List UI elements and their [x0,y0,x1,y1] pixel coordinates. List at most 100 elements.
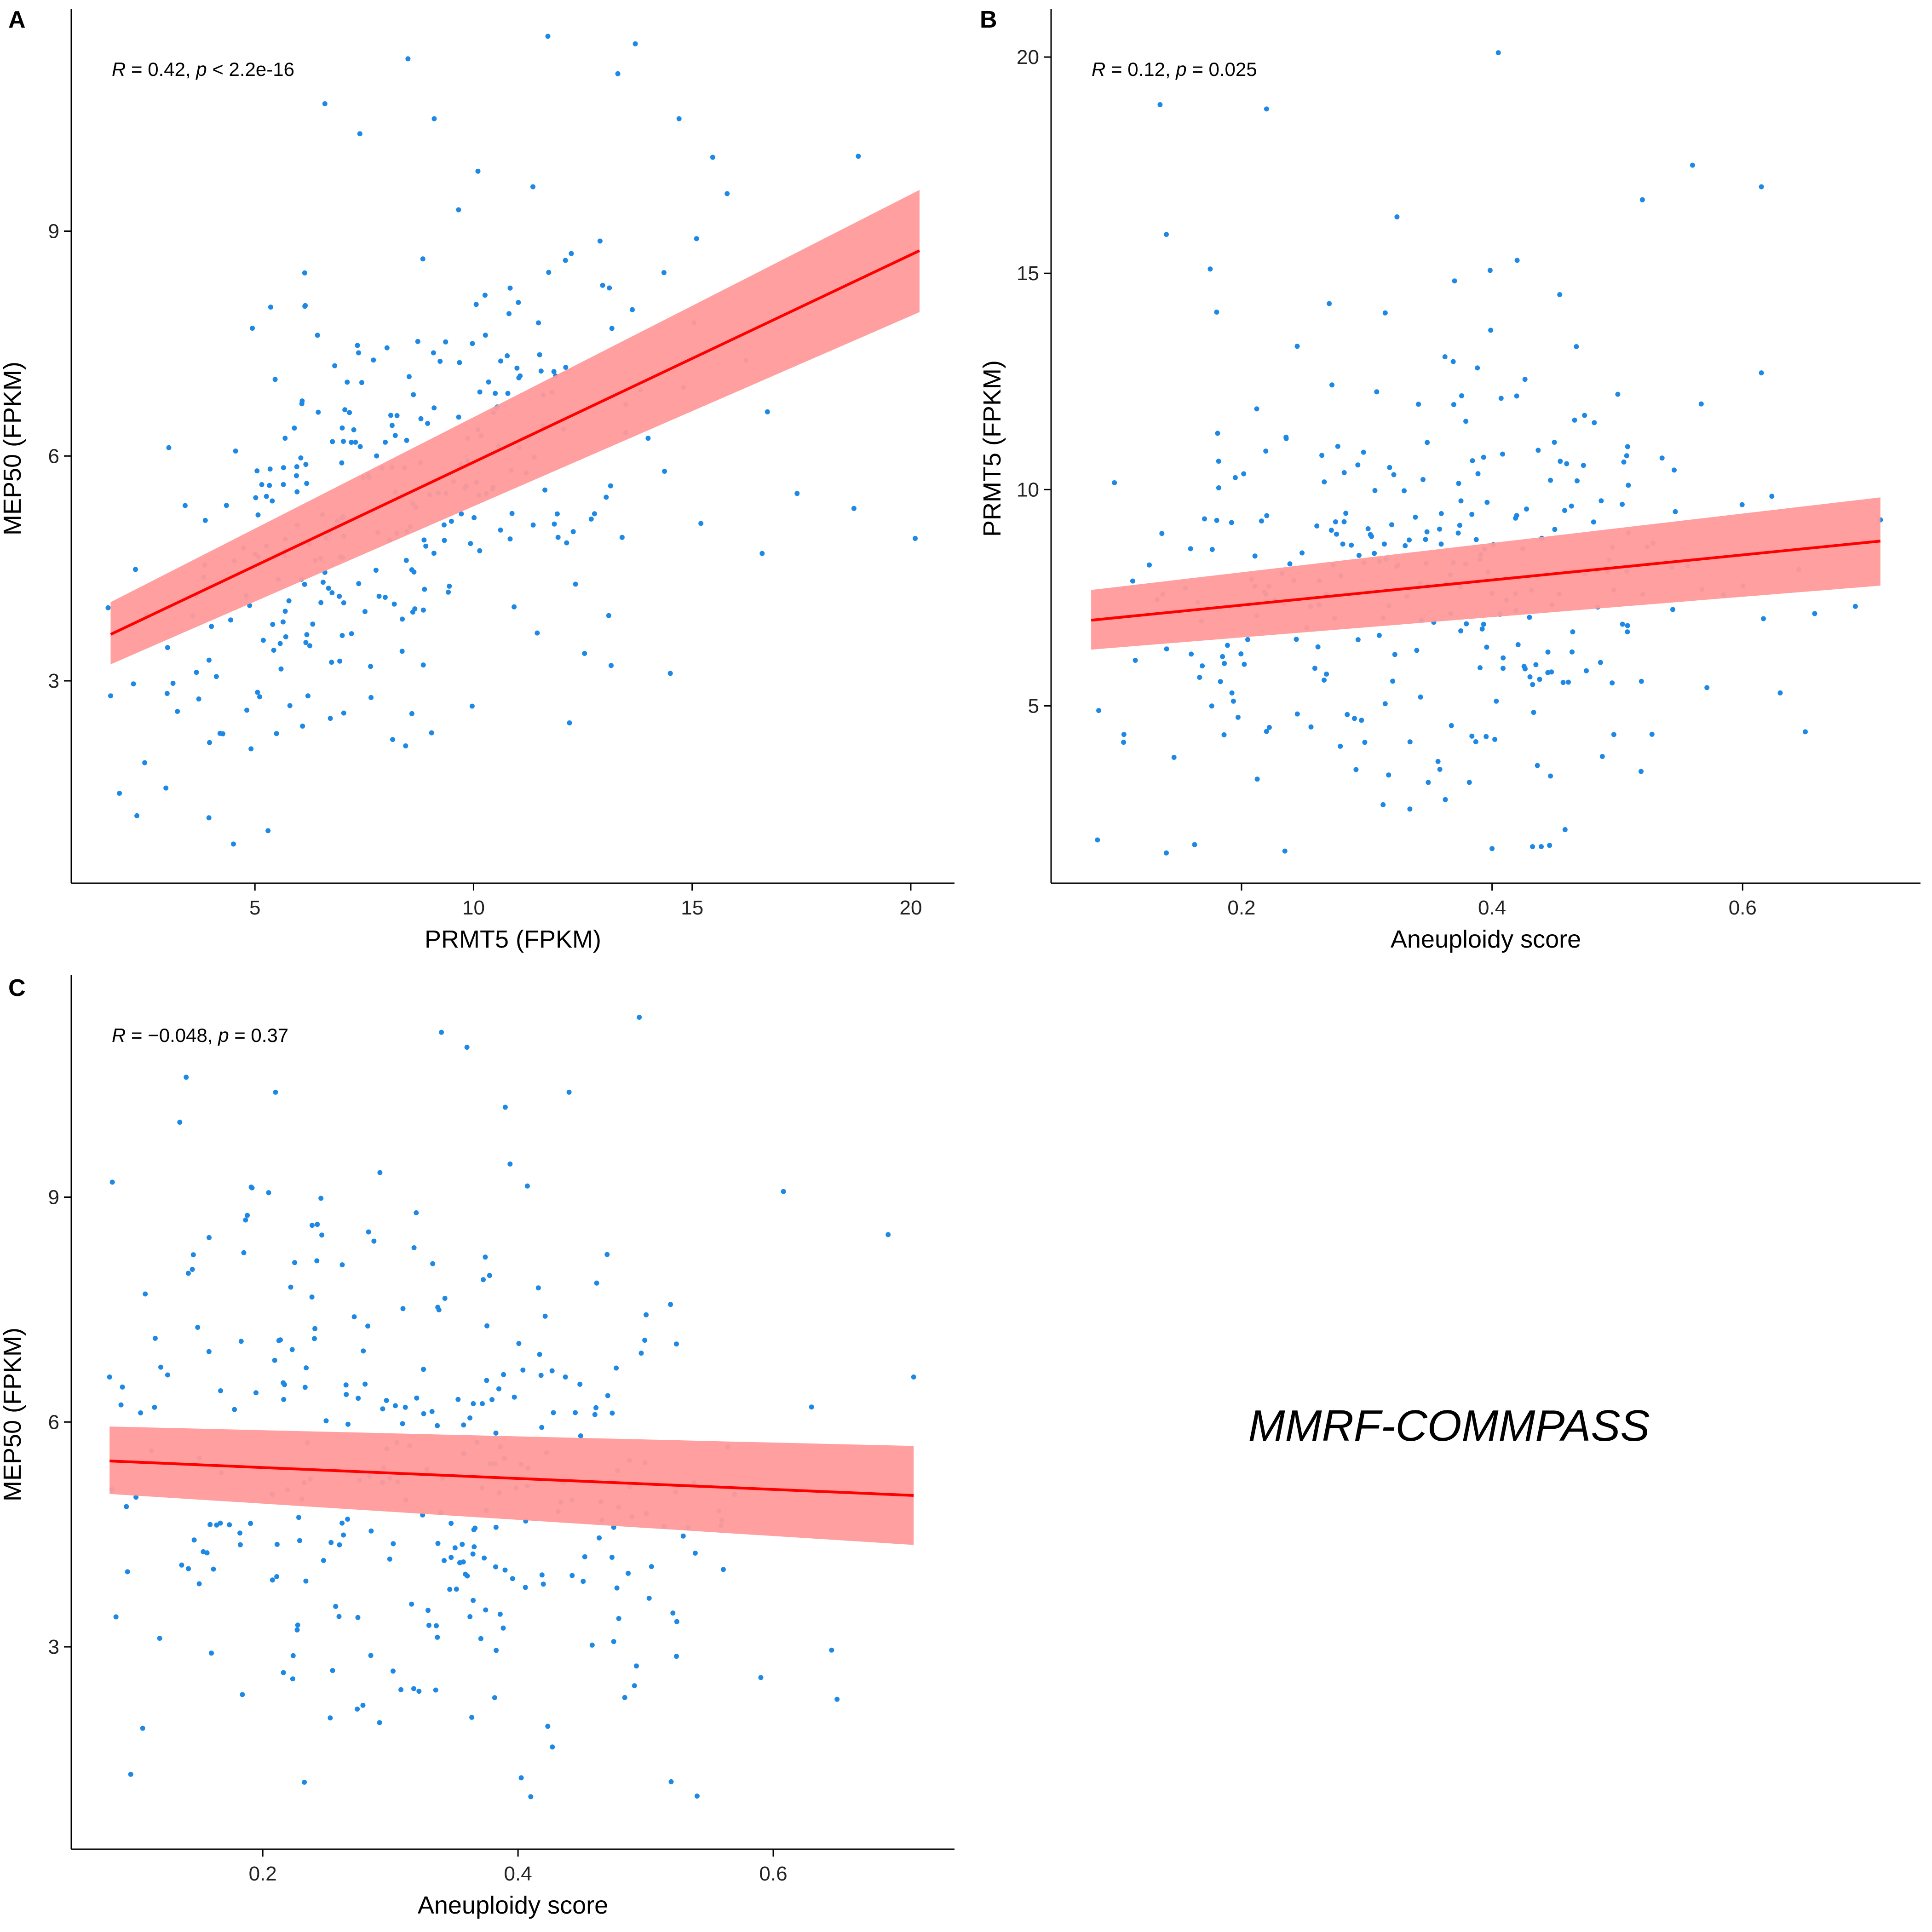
data-point [411,1245,417,1250]
data-point [452,1545,458,1551]
data-point [320,580,326,585]
data-point [1564,461,1570,466]
data-point [315,1222,320,1227]
data-point [270,498,275,504]
data-point [1264,729,1269,734]
data-point [233,448,238,454]
data-point [1374,389,1380,395]
data-point [1340,541,1346,547]
data-point [608,483,613,489]
data-point [349,631,354,637]
data-point [781,1189,786,1194]
data-point [207,740,212,745]
data-point [1458,628,1464,633]
data-point [1552,440,1557,445]
data-point [1327,301,1332,306]
data-point [326,586,331,591]
data-point [605,1393,610,1398]
data-point [1159,531,1165,536]
data-point [281,1380,286,1386]
data-point [447,583,452,589]
data-point [113,1614,119,1620]
data-point [1229,520,1234,525]
regression-line [110,249,920,636]
data-point [341,439,346,444]
data-point [1407,537,1412,543]
data-point [564,540,569,546]
data-point [1232,475,1238,480]
data-point [422,586,427,592]
data-point [286,598,292,604]
data-point [288,1284,293,1290]
data-point [398,1687,404,1692]
data-point [1591,519,1596,525]
data-point [698,521,704,526]
data-point [1626,483,1631,488]
data-point [382,595,388,600]
y-axis-title: MEP50 (FPKM) [0,362,26,535]
data-point [1572,417,1577,423]
r-value: = 0.42, [126,58,196,80]
data-point [448,1521,454,1526]
data-point [530,522,536,528]
data-point [546,270,552,275]
y-tick-label: 3 [48,670,59,692]
data-point [1498,396,1504,401]
data-point [253,1390,259,1396]
data-point [409,711,414,716]
data-point [448,518,454,524]
data-point [1487,268,1493,273]
data-point [257,694,262,700]
data-point [1407,806,1413,812]
data-point [582,651,587,656]
confidence-band [1091,497,1880,650]
correlation-annotation: R = 0.42, p < 2.2e-16 [112,58,294,80]
data-point [1464,621,1469,627]
data-point [107,1374,112,1380]
x-axis-title: PRMT5 (FPKM) [425,926,601,953]
data-point [109,1179,115,1185]
data-point [380,1406,385,1412]
data-point [1739,502,1745,507]
data-point [607,285,612,291]
data-point [282,609,288,614]
data-point [1407,739,1413,745]
data-point [1308,724,1314,730]
y-tick-label: 15 [1017,262,1039,285]
data-point [170,681,176,686]
data-point [373,568,379,573]
data-point [455,1397,461,1402]
data-point [339,633,345,638]
data-point [1488,328,1494,333]
data-point [446,589,451,595]
data-point [365,1323,371,1329]
data-point [573,1410,578,1415]
data-point [1759,184,1764,190]
data-point [1200,663,1205,669]
data-point [302,1385,308,1390]
data-point [377,1170,383,1175]
p-symbol: p [1175,58,1186,80]
data-point [1451,402,1456,407]
data-point [356,350,361,356]
data-point [523,1585,528,1590]
data-point [368,1653,374,1658]
data-point [1188,546,1193,552]
data-point [138,1410,144,1415]
data-point [1535,763,1540,768]
data-point [214,1522,219,1528]
data-point [374,453,380,459]
data-point [388,413,393,418]
data-point [128,1771,133,1777]
data-point [105,605,111,610]
data-point [333,1604,339,1609]
data-point [1287,561,1293,567]
data-point [1264,106,1269,112]
data-point [209,1650,214,1656]
data-point [834,1696,840,1702]
data-point [680,1533,686,1539]
data-point [487,1273,492,1278]
data-point [355,1706,360,1712]
data-point [506,311,512,316]
